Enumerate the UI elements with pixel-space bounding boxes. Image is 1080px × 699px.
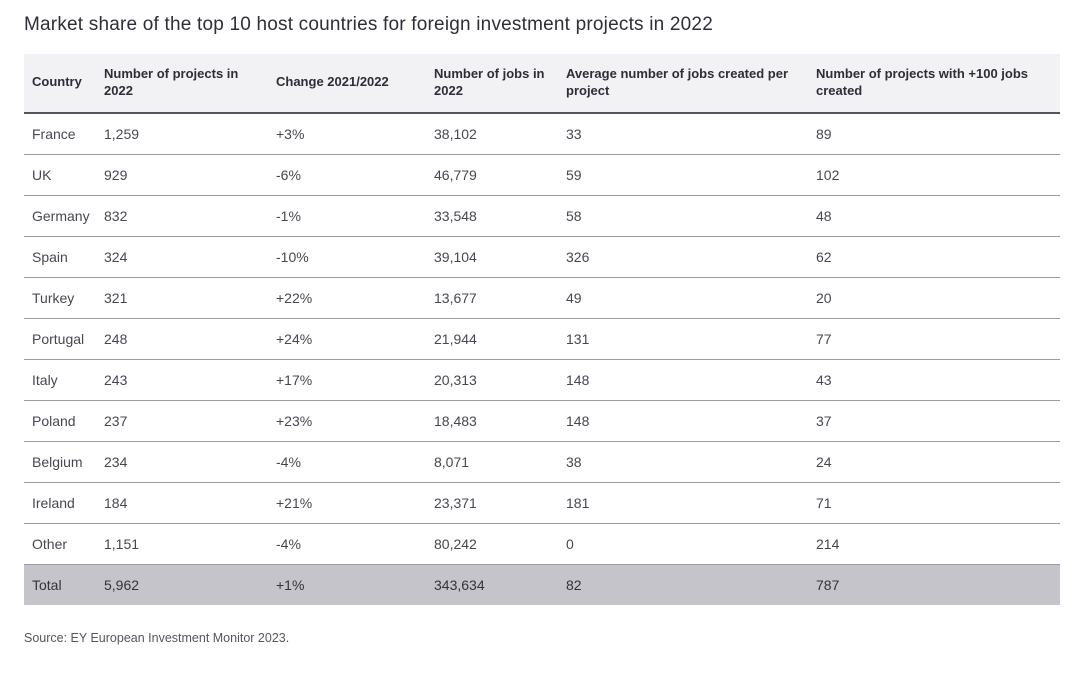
table-cell: 77 (808, 317, 1060, 360)
table-row: Germany 832 -1% 33,548 58 48 (24, 194, 1060, 237)
table-cell: 49 (558, 276, 808, 319)
table-cell: Italy (24, 358, 96, 401)
table-cell: 33,548 (426, 194, 558, 237)
table-cell: Poland (24, 399, 96, 442)
table-cell: -10% (268, 235, 426, 278)
column-header-3: Number of jobs in 2022 (426, 54, 558, 114)
table-cell: +22% (268, 276, 426, 319)
table-cell: 148 (558, 399, 808, 442)
table-row: Other 1,151 -4% 80,242 0 214 (24, 522, 1060, 565)
table-cell: +23% (268, 399, 426, 442)
table-row: Spain 324 -10% 39,104 326 62 (24, 235, 1060, 278)
table-cell: 326 (558, 235, 808, 278)
table-cell: 929 (96, 153, 268, 196)
table-cell: 18,483 (426, 399, 558, 442)
table-cell: Germany (24, 194, 96, 237)
table-cell: 38,102 (434, 125, 477, 142)
table-cell: -4% (268, 522, 426, 565)
table-row: Ireland 184 +21% 23,371 181 71 (24, 481, 1060, 524)
table-cell: 1,259 (104, 125, 140, 142)
table-cell: 58 (558, 194, 808, 237)
table-row: France 1,259 +3% 38,102 33 89 (24, 113, 1060, 155)
source-note: Source: EY European Investment Monitor 2… (24, 630, 290, 645)
table-cell: -1% (268, 194, 426, 237)
table-header: Country Number of projects in 2022 Change … (24, 54, 1060, 114)
table-cell: +24% (268, 317, 426, 360)
column-header-1: Number of projects in 2022 (96, 54, 268, 114)
table-cell: Portugal (24, 317, 96, 360)
table-cell: +3% (276, 125, 305, 142)
table-cell: 5,962 (96, 563, 268, 605)
table-cell: 131 (558, 317, 808, 360)
table-cell: 102 (808, 153, 1060, 196)
table-row: Italy 243 +17% 20,313 148 43 (24, 358, 1060, 401)
table-cell: 38 (558, 440, 808, 483)
table-cell: 20,313 (426, 358, 558, 401)
table-row: UK 929 -6% 46,779 59 102 (24, 153, 1060, 196)
table-row: Turkey 321 +22% 13,677 49 20 (24, 276, 1060, 319)
table-cell: 80,242 (426, 522, 558, 565)
table-cell: 46,779 (426, 153, 558, 196)
total-row: Total 5,962 +1% 343,634 82 787 (24, 563, 1060, 605)
table-cell: France (32, 125, 76, 142)
table-cell: 62 (808, 235, 1060, 278)
table-cell: 20 (808, 276, 1060, 319)
table-cell: 234 (96, 440, 268, 483)
table-cell: 13,677 (426, 276, 558, 319)
column-header-4: Average number of jobs created per proje… (558, 54, 808, 114)
page: Market share of the top 10 host countrie… (24, 14, 1060, 645)
table-cell: 214 (808, 522, 1060, 565)
table-cell: Belgium (24, 440, 96, 483)
table-cell: 321 (96, 276, 268, 319)
table-cell: 343,634 (426, 563, 558, 605)
table-cell: 184 (96, 481, 268, 524)
table-cell: Other (24, 522, 96, 565)
table-cell: 71 (808, 481, 1060, 524)
table-cell: 237 (96, 399, 268, 442)
table-cell: 181 (558, 481, 808, 524)
table-cell: 33 (566, 125, 582, 142)
table-cell: 324 (96, 235, 268, 278)
table-cell: -4% (268, 440, 426, 483)
table-cell: 0 (558, 522, 808, 565)
table-cell: Total (24, 563, 96, 605)
table-header-row: Country Number of projects in 2022 Change … (24, 54, 1060, 114)
table-cell: 39,104 (426, 235, 558, 278)
table-cell: 243 (96, 358, 268, 401)
table-cell: Ireland (24, 481, 96, 524)
table-cell: 787 (808, 563, 1060, 605)
table-cell: 1,151 (96, 522, 268, 565)
table-body: France 1,259 +3% 38,102 33 89 UK 929 -6% 46,779 59… (24, 113, 1060, 605)
table-cell: 8,071 (426, 440, 558, 483)
investment-table: Country Number of projects in 2022 Change … (24, 54, 1060, 605)
table-cell: +1% (268, 563, 426, 605)
table-cell: 23,371 (426, 481, 558, 524)
table-cell: 59 (558, 153, 808, 196)
table-cell: 248 (96, 317, 268, 360)
table-cell: -6% (268, 153, 426, 196)
table-cell: +17% (268, 358, 426, 401)
table-row: Belgium 234 -4% 8,071 38 24 (24, 440, 1060, 483)
table-cell: 37 (808, 399, 1060, 442)
table-cell: +21% (268, 481, 426, 524)
column-header-0: Country (24, 54, 96, 114)
table-cell: 48 (808, 194, 1060, 237)
table-cell: 21,944 (426, 317, 558, 360)
table-cell: 89 (816, 125, 832, 142)
table-cell: 148 (558, 358, 808, 401)
table-cell: 832 (96, 194, 268, 237)
table-row: Portugal 248 +24% 21,944 131 77 (24, 317, 1060, 360)
table-cell: Turkey (24, 276, 96, 319)
page-title: Market share of the top 10 host countrie… (24, 14, 713, 35)
table-cell: UK (24, 153, 96, 196)
table-cell: Spain (24, 235, 96, 278)
table-cell: 24 (808, 440, 1060, 483)
column-header-2: Change 2021/2022 (268, 54, 426, 114)
table-cell: 82 (558, 563, 808, 605)
column-header-5: Number of projects with +100 jobs create… (808, 54, 1060, 114)
table-row: Poland 237 +23% 18,483 148 37 (24, 399, 1060, 442)
table-cell: 43 (808, 358, 1060, 401)
